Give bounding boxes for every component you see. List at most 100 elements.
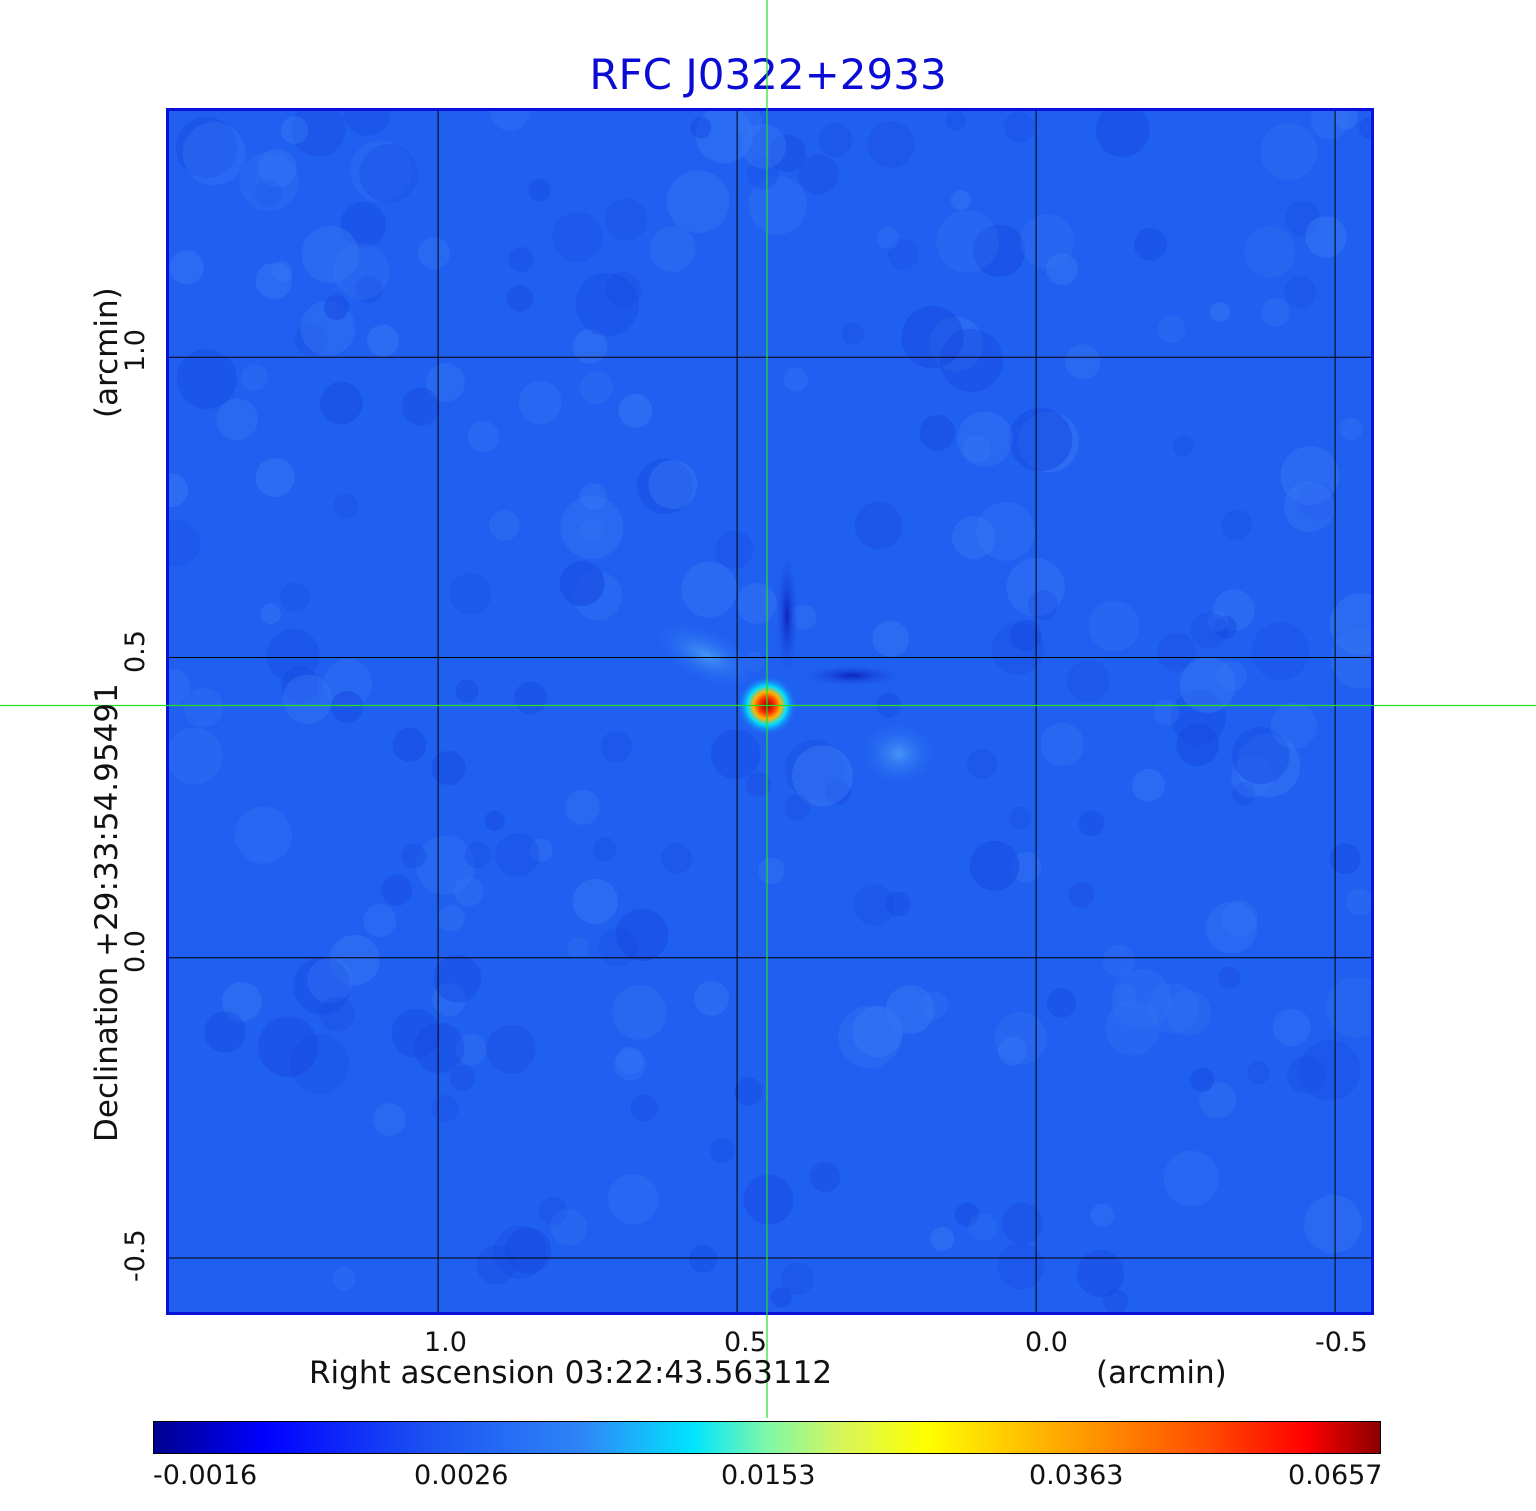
noise-speckle: [329, 934, 380, 986]
noise-speckle: [768, 134, 807, 172]
noise-speckle: [508, 246, 534, 273]
noise-speckle: [885, 891, 911, 917]
noise-speckle: [940, 328, 1003, 392]
noise-speckle: [612, 985, 667, 1040]
noise-speckle: [613, 1048, 646, 1081]
noise-speckle: [1236, 733, 1301, 798]
noise-speckle: [1065, 344, 1101, 380]
noise-speckle: [784, 794, 811, 821]
noise-speckle: [417, 237, 450, 270]
noise-speckle: [1170, 690, 1227, 746]
noise-speckle: [1358, 117, 1371, 139]
noise-speckle: [1218, 966, 1241, 990]
noise-speckle: [169, 473, 189, 508]
noise-speckle: [1102, 944, 1135, 978]
noise-speckle: [1329, 593, 1371, 655]
noise-speckle: [636, 458, 693, 515]
noise-speckle: [997, 1242, 1045, 1290]
noise-speckle: [901, 306, 964, 369]
noise-speckle: [972, 224, 1026, 277]
noise-speckle: [1297, 481, 1337, 521]
noise-speckle: [1017, 411, 1079, 473]
noise-speckle: [928, 316, 984, 372]
noise-speckle: [962, 434, 991, 462]
noise-speckle: [1280, 446, 1340, 505]
noise-speckle: [381, 874, 413, 906]
noise-speckle: [432, 983, 466, 1017]
noise-speckle: [528, 179, 551, 202]
noise-speckle: [1179, 656, 1236, 713]
noise-speckle: [957, 411, 1013, 467]
noise-speckle: [579, 482, 607, 510]
noise-speckle: [825, 779, 851, 805]
noise-speckle: [618, 393, 653, 428]
noise-speckle: [1067, 660, 1110, 703]
noise-speckle: [234, 806, 292, 864]
noise-speckle: [414, 1022, 465, 1074]
noise-speckle: [1260, 123, 1318, 180]
negative-sidelobe: [797, 663, 908, 688]
noise-speckle: [552, 211, 603, 262]
image-plot-area: [166, 108, 1374, 1315]
noise-speckle: [1103, 1289, 1128, 1312]
noise-speckle: [852, 1006, 904, 1057]
noise-speckle: [490, 111, 530, 131]
noise-speckle: [323, 659, 373, 708]
noise-speckle: [818, 122, 853, 157]
noise-speckle: [258, 149, 297, 188]
noise-speckle: [1157, 315, 1186, 343]
noise-speckle: [464, 841, 491, 869]
colorbar-tick-label: 0.0657: [1288, 1460, 1383, 1491]
noise-speckle: [1272, 1008, 1311, 1047]
noise-speckle: [169, 249, 204, 285]
noise-speckle: [332, 1267, 356, 1291]
x-tick-label: 0.5: [724, 1327, 767, 1358]
noise-speckle: [449, 1065, 476, 1091]
colorbar-tick-label: 0.0153: [721, 1460, 816, 1491]
noise-speckle: [1157, 632, 1197, 672]
noise-speckle: [1163, 1150, 1219, 1207]
noise-speckle: [1207, 610, 1229, 632]
noise-speckle: [1231, 755, 1274, 798]
x-axis-unit: (arcmin): [1096, 1355, 1227, 1391]
noise-speckle: [605, 271, 642, 308]
noise-speckle: [1209, 301, 1230, 322]
noise-speckle: [783, 367, 808, 392]
noise-speckle: [486, 1024, 536, 1074]
noise-speckle: [169, 520, 201, 566]
noise-speckle: [579, 519, 604, 544]
noise-speckle: [241, 364, 268, 391]
noise-speckle: [994, 1012, 1047, 1065]
noise-speckle: [255, 458, 295, 498]
noise-speckle: [1287, 1055, 1326, 1095]
noise-speckle: [182, 122, 246, 186]
noise-speckle: [169, 727, 223, 785]
noise-speckle: [1105, 1000, 1160, 1056]
image-canvas: [169, 111, 1371, 1312]
noise-speckle: [331, 690, 363, 723]
y-axis-label: Declination +29:33:54.95491: [89, 683, 125, 1142]
noise-speckle: [493, 1225, 547, 1279]
noise-speckle: [689, 117, 712, 139]
noise-speckle: [449, 572, 492, 615]
noise-speckle: [604, 198, 648, 241]
noise-speckle: [1283, 275, 1317, 309]
noise-speckle: [216, 398, 259, 441]
noise-speckle: [1190, 612, 1228, 649]
noise-speckle: [1304, 1195, 1362, 1253]
noise-speckle: [1251, 622, 1310, 681]
noise-speckle: [505, 1227, 552, 1274]
noise-speckle: [323, 294, 350, 320]
y-tick-label: 0.5: [120, 630, 151, 673]
x-tick-label: 1.0: [424, 1327, 467, 1358]
noise-speckle: [1232, 726, 1290, 785]
noise-speckle: [506, 285, 533, 312]
noise-speckle: [415, 835, 475, 895]
noise-speckle: [872, 620, 909, 658]
noise-speckle: [280, 116, 309, 144]
noise-speckle: [1221, 509, 1253, 541]
noise-speckle: [593, 837, 617, 862]
noise-speckle: [1330, 629, 1371, 689]
noise-speckle: [616, 1047, 644, 1075]
noise-speckle: [293, 957, 351, 1015]
